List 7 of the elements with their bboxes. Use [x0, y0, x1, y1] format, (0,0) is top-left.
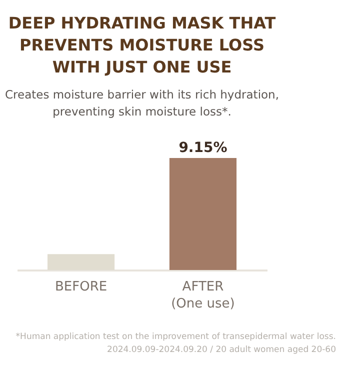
text: *Human application test on the improvement of transepidermal water loss. — [16, 332, 336, 342]
data-label: 9.15% — [178, 140, 228, 156]
x-tick-label: BEFORE — [54, 280, 108, 294]
text: 2024.09.09-2024.09.20 / 20 adult women aged 20-60 — [107, 345, 336, 355]
chart-title: DEEP HYDRATING MASK THAT PREVENTS MOISTURE LOSS WITH JUST ONE USE — [8, 14, 276, 76]
chart-subtitle: Creates moisture barrier with its rich hydration, preventing skin moisture loss*. — [5, 88, 279, 118]
x-tick-label: AFTER (One use) — [171, 280, 235, 312]
